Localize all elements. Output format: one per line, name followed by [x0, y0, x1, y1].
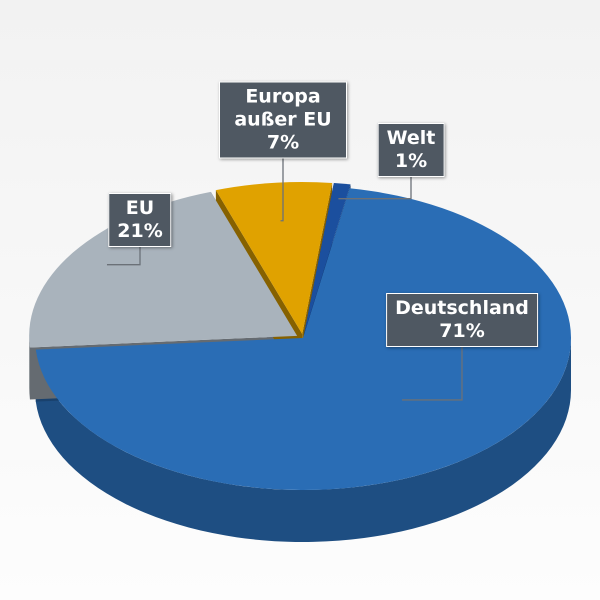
data-label: Deutschland 71%: [386, 293, 538, 347]
slice: [29, 191, 298, 348]
slice-wall: [29, 335, 30, 400]
slice: [35, 188, 572, 491]
data-label: Welt 1%: [377, 123, 445, 177]
category-name: Welt: [386, 127, 436, 149]
slice-wall: [35, 338, 572, 542]
category-name: EU: [125, 197, 155, 219]
data-label: EU 21%: [108, 193, 172, 247]
category-name: Deutschland: [395, 297, 529, 319]
category-name: Europa außer EU: [234, 85, 332, 131]
slice: [215, 182, 333, 335]
data-label: Europa außer EU 7%: [219, 81, 347, 159]
value-label: 21%: [117, 220, 163, 242]
value-label: 1%: [394, 150, 428, 172]
slice: [303, 183, 351, 335]
value-label: 7%: [266, 131, 300, 154]
pie-tops: [29, 182, 572, 491]
value-label: 71%: [439, 320, 485, 342]
